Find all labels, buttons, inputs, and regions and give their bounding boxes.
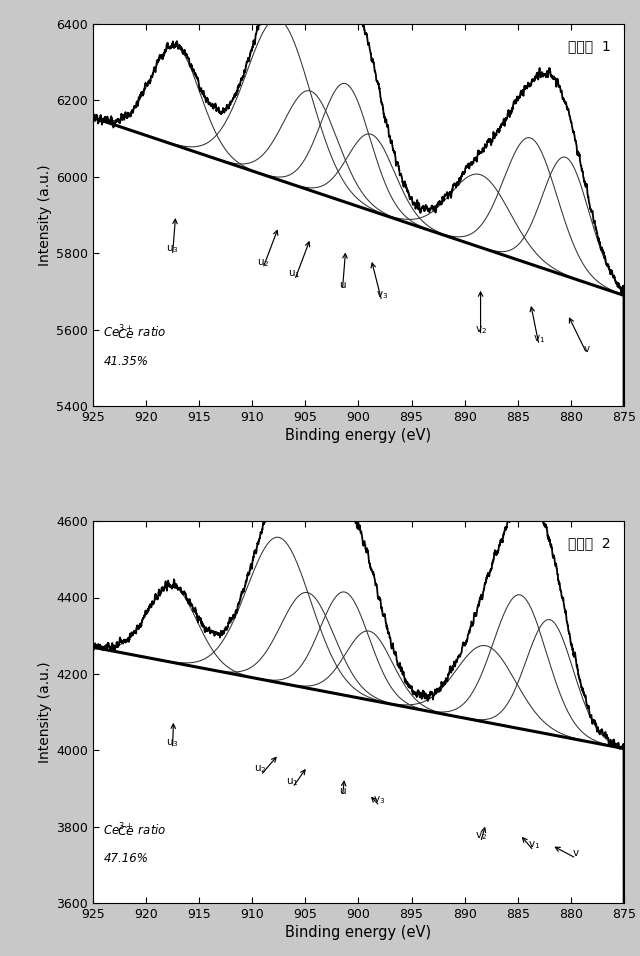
Text: u$_3$: u$_3$ xyxy=(166,737,179,749)
Text: u: u xyxy=(339,280,346,290)
X-axis label: Binding energy (eV): Binding energy (eV) xyxy=(285,428,431,444)
Text: Ce: Ce xyxy=(116,825,133,838)
X-axis label: Binding energy (eV): Binding energy (eV) xyxy=(285,925,431,941)
Text: $\mathit{C}$$\mathit{e}$: $\mathit{C}$$\mathit{e}$ xyxy=(116,825,134,838)
Text: 比較例  1: 比較例 1 xyxy=(568,39,611,54)
Text: u$_1$: u$_1$ xyxy=(286,775,299,788)
Text: v: v xyxy=(584,343,590,354)
Text: 47.16%: 47.16% xyxy=(104,852,148,865)
Text: u$_2$: u$_2$ xyxy=(257,257,269,269)
Text: u$_1$: u$_1$ xyxy=(289,269,301,280)
Text: $\mathit{C}$$\mathit{e}$: $\mathit{C}$$\mathit{e}$ xyxy=(116,328,134,341)
Text: v$_2$: v$_2$ xyxy=(474,831,486,842)
Y-axis label: Intensity (a.u.): Intensity (a.u.) xyxy=(38,164,52,266)
Text: u$_2$: u$_2$ xyxy=(254,764,267,775)
Text: v$_1$: v$_1$ xyxy=(527,838,540,851)
Text: v$_1$: v$_1$ xyxy=(533,334,545,345)
Text: v$_3$: v$_3$ xyxy=(376,290,388,301)
Text: v$_2$: v$_2$ xyxy=(474,324,486,336)
Text: Ce$^{3+}$ ratio: Ce$^{3+}$ ratio xyxy=(104,821,167,837)
Y-axis label: Intensity (a.u.): Intensity (a.u.) xyxy=(38,662,52,763)
Text: Ce: Ce xyxy=(116,328,133,341)
Text: v: v xyxy=(573,848,579,858)
Text: 41.35%: 41.35% xyxy=(104,355,148,368)
Text: u: u xyxy=(339,787,346,796)
Text: Ce$^{3+}$ ratio: Ce$^{3+}$ ratio xyxy=(104,324,167,340)
Text: 実施例  2: 実施例 2 xyxy=(568,536,611,551)
Text: u$_3$: u$_3$ xyxy=(166,244,179,255)
Text: v$_3$: v$_3$ xyxy=(374,794,386,806)
